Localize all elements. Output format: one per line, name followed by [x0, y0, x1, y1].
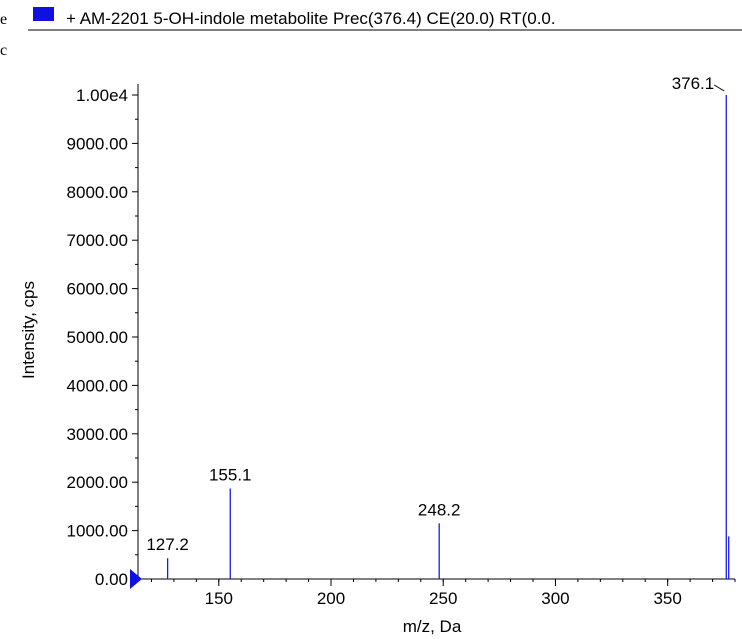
y-tick-label: 1000.00	[67, 522, 128, 541]
y-tick-label: 2000.00	[67, 473, 128, 492]
y-tick-label: 8000.00	[67, 183, 128, 202]
x-tick-label: 200	[317, 589, 345, 608]
peak-label-leader	[713, 84, 725, 92]
y-tick-label: 6000.00	[67, 280, 128, 299]
header-left-char-2: c	[0, 42, 7, 59]
x-tick-label: 250	[429, 589, 457, 608]
y-tick-label: 5000.00	[67, 328, 128, 347]
y-tick-label: 1.00e4	[76, 86, 128, 105]
peak-label: 127.2	[146, 535, 189, 554]
y-tick-label: 4000.00	[67, 376, 128, 395]
y-tick-label: 7000.00	[67, 231, 128, 250]
peak-label: 248.2	[418, 500, 461, 519]
x-tick-label: 350	[653, 589, 681, 608]
y-tick-label: 3000.00	[67, 425, 128, 444]
peak-labels: 127.2 155.1 248.2 376.1	[146, 74, 725, 554]
legend-title: + AM-2201 5-OH-indole metabolite Prec(37…	[66, 9, 556, 28]
peak-label: 376.1	[672, 74, 715, 93]
x-axis-title: m/z, Da	[403, 617, 462, 636]
x-tick-label: 150	[205, 589, 233, 608]
origin-marker-icon	[130, 569, 142, 589]
peaks	[166, 95, 730, 579]
y-ticks: 0.00 1000.00 2000.00 3000.00 4000.00 5000.00 6…	[67, 86, 138, 589]
peak-label: 155.1	[209, 465, 252, 484]
axes	[137, 84, 735, 580]
header-left-char-1: e	[0, 11, 7, 28]
y-tick-label: 9000.00	[67, 134, 128, 153]
x-ticks: 150 200 250 300 350	[150, 579, 736, 608]
x-tick-label: 300	[541, 589, 569, 608]
y-tick-label: 0.00	[95, 570, 128, 589]
legend-swatch	[33, 7, 54, 21]
y-axis-title: Intensity, cps	[19, 281, 38, 379]
